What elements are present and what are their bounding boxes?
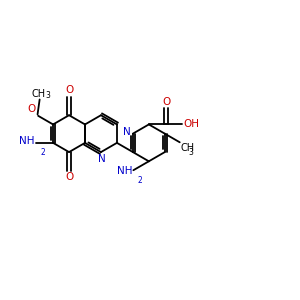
Text: O: O bbox=[65, 85, 73, 95]
Text: 3: 3 bbox=[188, 148, 193, 157]
Text: NH: NH bbox=[19, 136, 35, 146]
Text: N: N bbox=[98, 154, 105, 164]
Text: O: O bbox=[162, 97, 170, 106]
Text: CH: CH bbox=[181, 143, 195, 154]
Text: 2: 2 bbox=[138, 176, 142, 185]
Text: NH: NH bbox=[117, 167, 132, 176]
Text: CH: CH bbox=[31, 88, 45, 99]
Text: O: O bbox=[65, 172, 73, 182]
Text: OH: OH bbox=[184, 119, 200, 129]
Text: N: N bbox=[123, 127, 130, 137]
Text: O: O bbox=[28, 104, 36, 114]
Text: 3: 3 bbox=[45, 91, 50, 100]
Text: 2: 2 bbox=[40, 148, 45, 157]
